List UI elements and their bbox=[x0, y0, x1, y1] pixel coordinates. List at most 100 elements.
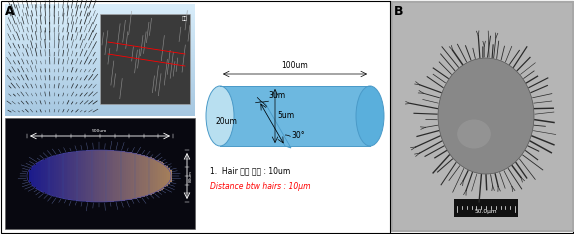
Text: 1.  Hair 사이 간격 : 10um: 1. Hair 사이 간격 : 10um bbox=[210, 166, 290, 175]
Text: A: A bbox=[5, 5, 14, 18]
Bar bbox=[5, 85, 195, 86]
Bar bbox=[5, 94, 195, 95]
Bar bbox=[5, 113, 195, 114]
Bar bbox=[126, 152, 129, 200]
Bar bbox=[5, 115, 195, 116]
Bar bbox=[5, 89, 195, 90]
Bar bbox=[5, 31, 195, 32]
Bar bbox=[5, 60, 195, 61]
Bar bbox=[5, 22, 195, 23]
Bar bbox=[141, 155, 143, 197]
Bar bbox=[5, 25, 195, 26]
Bar bbox=[5, 46, 195, 47]
Bar bbox=[54, 156, 56, 196]
Bar bbox=[29, 170, 31, 182]
Bar bbox=[36, 163, 38, 189]
Bar bbox=[5, 71, 195, 72]
Bar bbox=[5, 28, 195, 29]
Text: 50.0μm: 50.0μm bbox=[475, 208, 497, 213]
Bar bbox=[5, 55, 195, 56]
Bar bbox=[5, 99, 195, 100]
Bar bbox=[5, 10, 195, 11]
Bar bbox=[5, 58, 195, 59]
Bar bbox=[5, 35, 195, 36]
Bar bbox=[117, 151, 119, 201]
Bar bbox=[5, 26, 195, 27]
Bar bbox=[76, 151, 78, 201]
Bar bbox=[5, 106, 195, 107]
Bar bbox=[5, 29, 195, 30]
Bar bbox=[68, 153, 71, 200]
Bar bbox=[94, 150, 96, 202]
Bar bbox=[5, 12, 195, 13]
Bar bbox=[5, 63, 195, 64]
Bar bbox=[5, 97, 195, 98]
Bar bbox=[5, 42, 195, 43]
Bar bbox=[45, 159, 47, 193]
Bar bbox=[5, 87, 195, 88]
Bar bbox=[5, 9, 195, 10]
Bar bbox=[63, 154, 65, 198]
Bar bbox=[5, 5, 195, 6]
Bar bbox=[5, 37, 195, 38]
Text: Distance btw hairs : 10μm: Distance btw hairs : 10μm bbox=[210, 182, 311, 191]
Bar bbox=[5, 7, 195, 8]
Bar bbox=[146, 156, 148, 196]
Bar bbox=[5, 41, 195, 42]
Bar bbox=[43, 160, 45, 192]
Bar bbox=[153, 159, 156, 193]
Bar bbox=[88, 150, 91, 202]
Bar bbox=[158, 161, 161, 191]
Bar bbox=[5, 19, 195, 20]
Bar bbox=[87, 150, 89, 202]
Bar bbox=[38, 162, 40, 190]
Ellipse shape bbox=[457, 120, 491, 149]
Bar bbox=[103, 150, 105, 202]
Bar bbox=[5, 104, 195, 105]
Bar bbox=[149, 157, 152, 194]
Bar bbox=[5, 27, 195, 28]
Bar bbox=[106, 150, 108, 202]
Bar bbox=[5, 43, 195, 44]
Ellipse shape bbox=[438, 58, 534, 174]
Bar bbox=[130, 153, 132, 200]
Bar bbox=[70, 152, 72, 200]
Bar bbox=[128, 152, 130, 200]
Bar bbox=[5, 100, 195, 101]
Text: 3um: 3um bbox=[268, 91, 285, 100]
Bar bbox=[5, 86, 195, 87]
Bar bbox=[5, 105, 195, 106]
Bar bbox=[5, 17, 195, 18]
Bar bbox=[166, 166, 168, 186]
Bar bbox=[110, 150, 112, 202]
Bar bbox=[5, 80, 195, 81]
Bar bbox=[5, 36, 195, 37]
Bar bbox=[5, 77, 195, 78]
Bar bbox=[83, 151, 85, 201]
Bar bbox=[157, 160, 159, 192]
Bar bbox=[5, 91, 195, 92]
Bar bbox=[5, 18, 195, 19]
Bar bbox=[5, 112, 195, 113]
Bar bbox=[391, 1, 574, 232]
Bar bbox=[67, 153, 69, 199]
Bar bbox=[5, 21, 195, 22]
Bar bbox=[81, 151, 83, 201]
Bar bbox=[5, 32, 195, 33]
Bar bbox=[5, 110, 195, 111]
Bar bbox=[5, 8, 195, 9]
Bar bbox=[41, 160, 44, 192]
Bar bbox=[97, 150, 99, 202]
Bar bbox=[5, 72, 195, 73]
Polygon shape bbox=[259, 101, 291, 148]
Bar bbox=[155, 160, 157, 192]
Bar bbox=[5, 66, 195, 67]
Bar bbox=[5, 47, 195, 48]
Bar bbox=[5, 92, 195, 93]
Bar bbox=[5, 30, 195, 31]
Bar bbox=[5, 111, 195, 112]
Bar bbox=[124, 152, 126, 200]
Bar bbox=[92, 150, 94, 202]
Bar bbox=[5, 88, 195, 89]
Bar bbox=[5, 6, 195, 7]
